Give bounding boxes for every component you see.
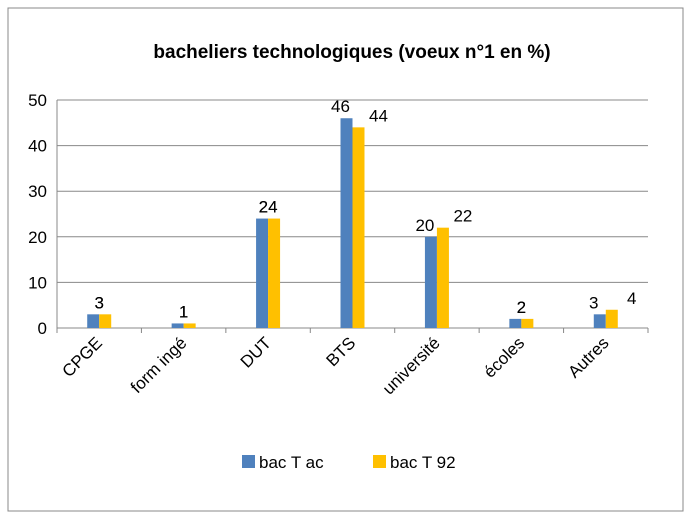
data-label: 22: [453, 207, 472, 226]
data-label: 3: [94, 293, 103, 312]
bar: [183, 323, 196, 328]
y-tick-label: 0: [38, 319, 47, 338]
bar: [352, 127, 365, 328]
legend-label: bac T ac: [259, 453, 324, 472]
data-label: 44: [369, 106, 388, 125]
bar: [605, 309, 618, 328]
data-label: 4: [627, 289, 636, 308]
bar: [424, 236, 437, 328]
bar: [509, 318, 522, 328]
bar: [256, 218, 269, 328]
y-tick-label: 10: [28, 273, 47, 292]
data-label: 46: [331, 97, 350, 116]
bar: [268, 218, 281, 328]
bar: [87, 314, 100, 328]
data-label: 3: [94, 293, 103, 312]
data-label: 1: [179, 302, 188, 321]
data-label: 2: [517, 298, 526, 317]
data-label: 24: [259, 198, 278, 217]
bar: [521, 318, 534, 328]
y-tick-label: 50: [28, 91, 47, 110]
data-label: 24: [259, 198, 278, 217]
chart-title: bacheliers technologiques (voeux n°1 en …: [153, 42, 550, 63]
data-label: 20: [415, 216, 434, 235]
bar: [593, 314, 606, 328]
bar: [171, 323, 184, 328]
legend-label: bac T 92: [390, 453, 456, 472]
legend-swatch: [373, 455, 386, 468]
data-label: 1: [179, 302, 188, 321]
bar: [99, 314, 112, 328]
y-tick-label: 40: [28, 137, 47, 156]
y-tick-label: 20: [28, 228, 47, 247]
bar: [436, 227, 449, 328]
y-tick-label: 30: [28, 182, 47, 201]
legend-swatch: [242, 455, 255, 468]
bar: [340, 118, 353, 329]
data-label: 3: [589, 293, 598, 312]
data-label: 2: [517, 298, 526, 317]
